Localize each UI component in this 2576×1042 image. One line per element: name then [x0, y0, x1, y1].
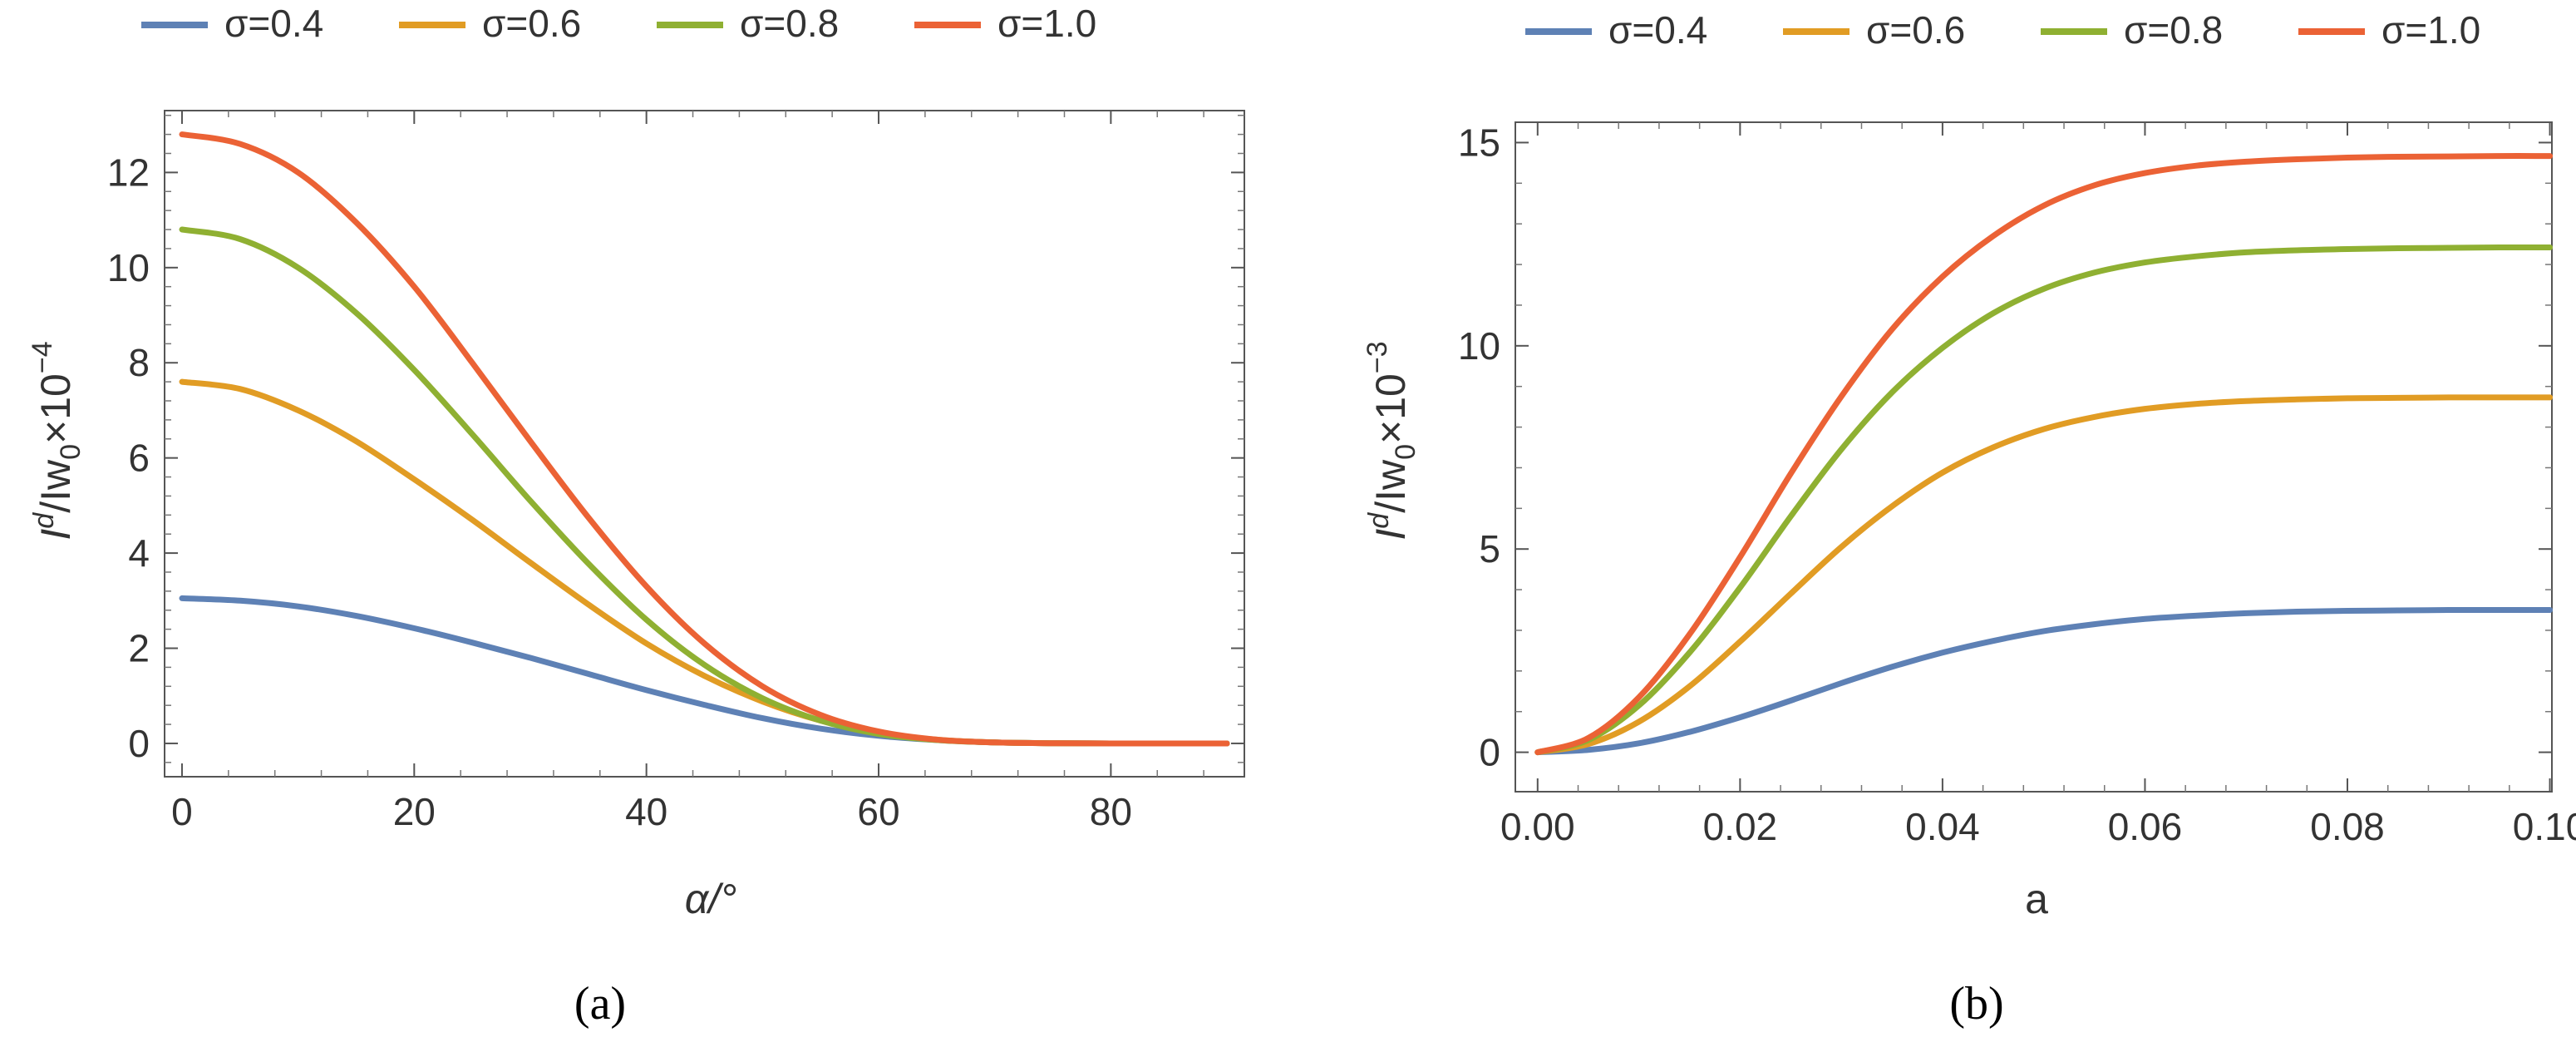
x-tick-label: 0.02 — [1703, 805, 1778, 848]
caption-b: (b) — [1949, 978, 2003, 1030]
legend-label: σ=0.6 — [1866, 8, 1965, 52]
y-axis-label-b-exp: −3 — [1362, 341, 1393, 373]
x-tick-label: 60 — [857, 790, 899, 833]
x-tick-label: 80 — [1090, 790, 1132, 833]
series-line-0.6 — [1534, 394, 2554, 756]
y-axis-label-a-mult: ×10 — [32, 373, 79, 444]
x-tick-label: 0.00 — [1500, 805, 1575, 848]
series-line-0.8 — [1534, 244, 2554, 756]
series-line-0.8 — [179, 226, 1230, 747]
y-tick-label: 0 — [128, 722, 150, 765]
y-axis-label-a-sub: 0 — [55, 444, 86, 460]
x-tick-label: 0.10 — [2513, 805, 2576, 848]
y-axis-label-b-sub: 0 — [1390, 444, 1421, 460]
series-line-0.4 — [179, 595, 1230, 747]
legend-label: σ=0.8 — [740, 2, 839, 45]
y-axis-label-a-exp: −4 — [27, 341, 58, 373]
y-axis-label-a-sup: d — [28, 512, 60, 529]
legend-label: σ=0.4 — [1608, 8, 1707, 52]
x-tick-label: 0.04 — [1905, 805, 1980, 848]
plot-frame — [1515, 121, 2553, 793]
y-axis-label-a-mid: /Iw — [32, 459, 79, 513]
legend-label: σ=1.0 — [997, 2, 1096, 45]
y-axis-label-b-mid: /Iw — [1367, 459, 1414, 513]
plot-area-a: 0 20 40 60 80 0 2 4 6 8 10 12 — [107, 110, 1245, 833]
x-tick-label: 20 — [393, 790, 436, 833]
series-line-0.6 — [179, 378, 1230, 747]
y-axis-label-b-base: I — [1367, 529, 1414, 541]
plot-frame — [164, 110, 1245, 778]
y-axis-label-b: Id/Iw0×10−3 — [1362, 341, 1421, 540]
x-tick-label: 0.06 — [2108, 805, 2183, 848]
y-tick-label: 5 — [1479, 527, 1500, 570]
y-tick-label: 6 — [128, 437, 150, 480]
legend-label: σ=0.8 — [2124, 8, 2223, 52]
chart-panel-a: σ=0.4 σ=0.6 σ=0.8 σ=1.0 0 20 40 60 80024681012 … — [27, 2, 1245, 1030]
y-tick-label: 2 — [128, 627, 150, 670]
legend-b: σ=0.4 σ=0.6 σ=0.8 σ=1.0 — [1525, 8, 2480, 52]
x-axis-label-b: a — [2025, 876, 2048, 922]
legend-a: σ=0.4 σ=0.6 σ=0.8 σ=1.0 — [141, 2, 1096, 45]
x-axis-label-a: α/° — [685, 876, 736, 922]
y-tick-label: 12 — [107, 151, 150, 194]
x-tick-label: 40 — [625, 790, 667, 833]
y-tick-label: 10 — [107, 246, 150, 289]
y-axis-label-a: Id/Iw0×10−4 — [27, 341, 86, 540]
y-axis-label-a-base: I — [32, 529, 79, 541]
y-tick-label: 4 — [128, 531, 150, 575]
y-tick-label: 15 — [1458, 121, 1500, 164]
series-line-0.4 — [1534, 606, 2554, 756]
x-tick-label: 0.08 — [2310, 805, 2385, 848]
legend-label: σ=0.4 — [224, 2, 323, 45]
series-line-1.0 — [179, 131, 1230, 747]
y-axis-label-b-mult: ×10 — [1367, 373, 1414, 444]
legend-label: σ=0.6 — [482, 2, 581, 45]
series-line-1.0 — [1534, 153, 2554, 756]
y-tick-label: 0 — [1479, 731, 1500, 774]
x-tick-label: 0 — [171, 790, 193, 833]
legend-label: σ=1.0 — [2381, 8, 2480, 52]
chart-panel-b: σ=0.4 σ=0.6 σ=0.8 σ=1.0 0.00 0.02 0.04 0.06 0.0… — [1362, 8, 2576, 1030]
plot-area-b: 0.00 0.02 0.04 0.06 0.08 0.10 0 5 10 15 — [1458, 121, 2576, 848]
y-tick-label: 8 — [128, 341, 150, 384]
caption-a: (a) — [574, 978, 626, 1030]
y-tick-label: 10 — [1458, 324, 1500, 368]
y-axis-label-b-sup: d — [1363, 512, 1395, 529]
